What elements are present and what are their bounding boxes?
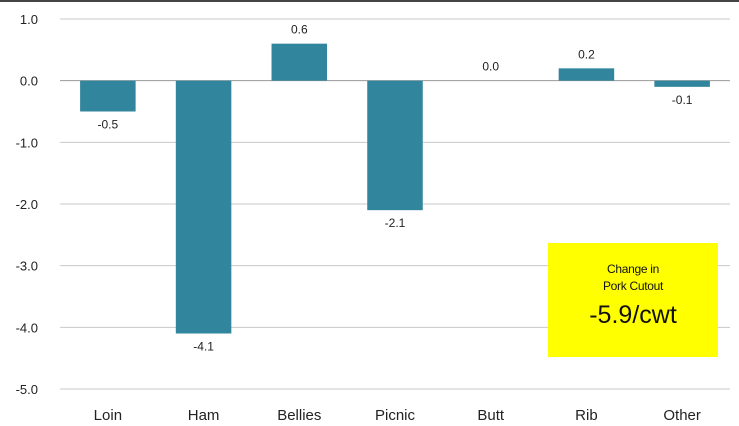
data-labels: -0.5 -4.1 0.6 -2.1 0.0 0.2 -0.1 (98, 23, 693, 354)
bar-loin (80, 80, 136, 112)
category-label: Bellies (277, 407, 321, 424)
bar-rib (558, 68, 615, 81)
data-label: 0.6 (291, 23, 308, 37)
callout-line-1: Change in (606, 262, 659, 276)
data-label: -0.5 (98, 118, 119, 132)
category-axis-labels: Loin Ham Bellies Picnic Butt Rib Other (94, 407, 701, 424)
data-label: -2.1 (385, 216, 406, 230)
data-label: 0.0 (482, 60, 499, 74)
y-tick-label: -4.0 (16, 320, 38, 335)
cutout-change-callout: Change in Pork Cutout -5.9/cwt (548, 243, 718, 357)
bar-ham (175, 80, 232, 334)
data-label: 0.2 (578, 47, 595, 61)
bars (80, 43, 710, 334)
y-tick-label: 1.0 (20, 12, 38, 27)
category-label: Ham (188, 407, 220, 424)
category-label: Other (663, 407, 701, 424)
top-border (0, 0, 739, 2)
category-label: Picnic (375, 407, 416, 424)
callout-value: -5.9/cwt (589, 301, 677, 329)
y-axis-ticks: 1.0 0.0 -1.0 -2.0 -3.0 -4.0 -5.0 (16, 12, 38, 397)
y-tick-label: 0.0 (20, 74, 38, 89)
category-label: Butt (477, 407, 505, 424)
y-tick-label: -5.0 (16, 382, 38, 397)
category-label: Rib (575, 407, 598, 424)
y-tick-label: -3.0 (16, 259, 38, 274)
data-label: -0.1 (672, 93, 693, 107)
data-label: -4.1 (193, 340, 214, 354)
bar-picnic (367, 80, 423, 211)
bar-other (654, 80, 710, 87)
category-label: Loin (94, 407, 122, 424)
y-tick-label: -2.0 (16, 197, 38, 212)
bar-bellies (271, 43, 328, 81)
y-tick-label: -1.0 (16, 135, 38, 150)
callout-line-2: Pork Cutout (602, 279, 664, 293)
